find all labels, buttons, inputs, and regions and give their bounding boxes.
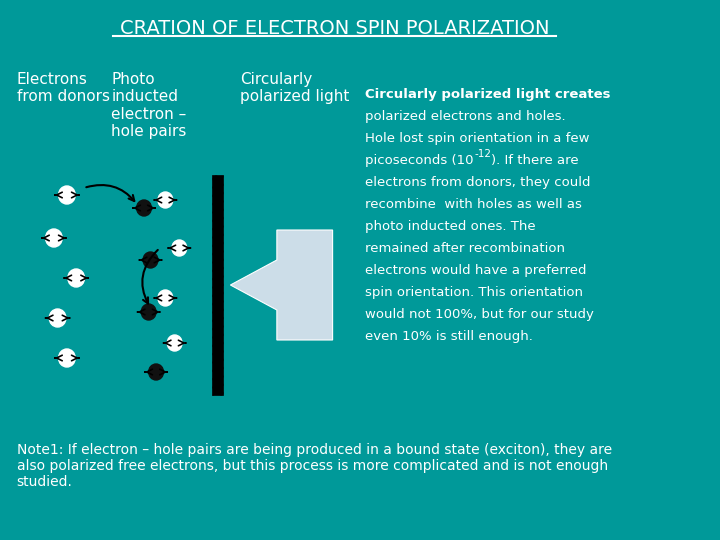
Circle shape	[137, 200, 151, 216]
Text: Note1: If electron – hole pairs are being produced in a bound state (exciton), t: Note1: If electron – hole pairs are bein…	[17, 443, 612, 489]
Text: photo inducted ones. The: photo inducted ones. The	[365, 220, 536, 233]
Text: Circularly polarized light creates: Circularly polarized light creates	[365, 88, 611, 101]
Text: recombine  with holes as well as: recombine with holes as well as	[365, 198, 582, 211]
Circle shape	[158, 192, 173, 208]
Circle shape	[58, 186, 76, 204]
Circle shape	[68, 269, 84, 287]
Text: Electrons
from donors: Electrons from donors	[17, 72, 109, 104]
Text: spin orientation. This orientation: spin orientation. This orientation	[365, 286, 583, 299]
Circle shape	[167, 335, 182, 351]
Polygon shape	[230, 230, 333, 340]
Text: CRATION OF ELECTRON SPIN POLARIZATION: CRATION OF ELECTRON SPIN POLARIZATION	[120, 18, 549, 37]
Text: polarized electrons and holes.: polarized electrons and holes.	[365, 110, 566, 123]
Circle shape	[172, 240, 186, 256]
Text: ). If there are: ). If there are	[490, 154, 578, 167]
Text: would not 100%, but for our study: would not 100%, but for our study	[365, 308, 594, 321]
Text: electrons would have a preferred: electrons would have a preferred	[365, 264, 587, 277]
Circle shape	[49, 309, 66, 327]
Text: Circularly
polarized light: Circularly polarized light	[240, 72, 349, 104]
Text: remained after recombination: remained after recombination	[365, 242, 565, 255]
Text: picoseconds (10: picoseconds (10	[365, 154, 474, 167]
Circle shape	[143, 252, 158, 268]
Text: even 10% is still enough.: even 10% is still enough.	[365, 330, 533, 343]
Bar	[212, 175, 223, 395]
Text: -12: -12	[474, 149, 492, 159]
Text: Photo
inducted
electron –
hole pairs: Photo inducted electron – hole pairs	[112, 72, 187, 139]
Circle shape	[58, 349, 76, 367]
Circle shape	[148, 364, 163, 380]
Circle shape	[141, 304, 156, 320]
Circle shape	[158, 290, 173, 306]
Circle shape	[45, 229, 62, 247]
Text: electrons from donors, they could: electrons from donors, they could	[365, 176, 590, 189]
Text: Hole lost spin orientation in a few: Hole lost spin orientation in a few	[365, 132, 590, 145]
